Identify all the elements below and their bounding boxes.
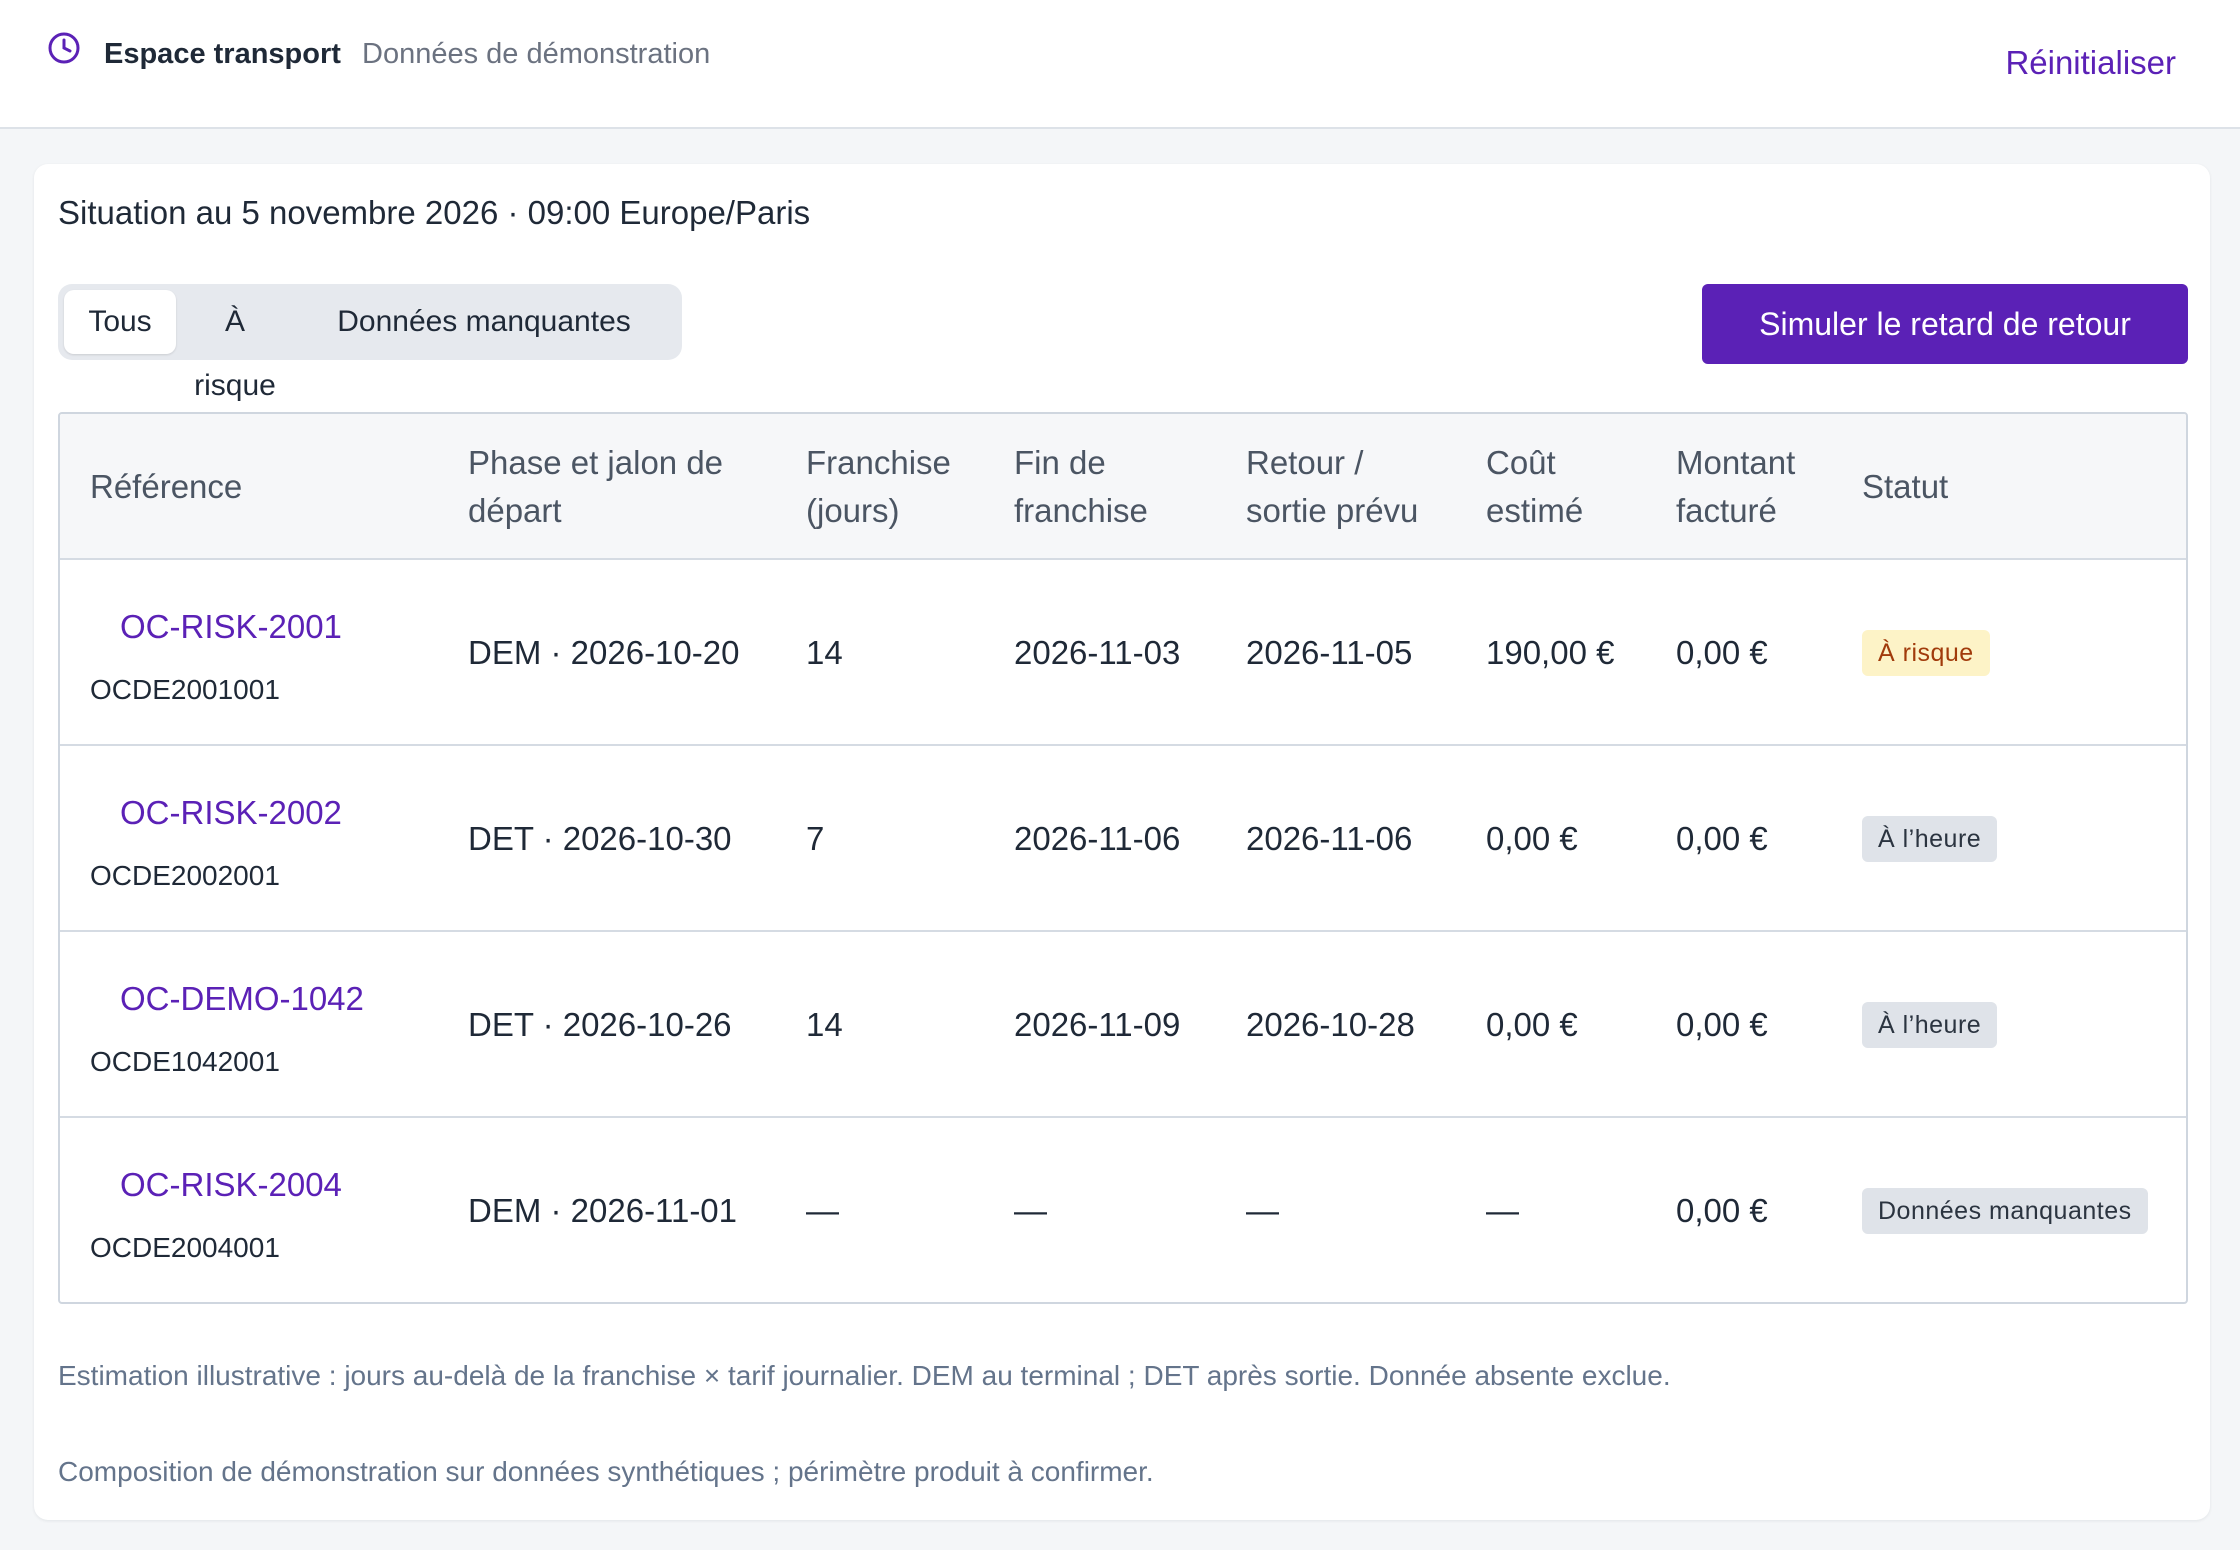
fin-franchise-cell: 2026-11-06	[1014, 820, 1181, 857]
reference-link[interactable]: OC-RISK-2004	[120, 1166, 342, 1203]
containers-table: Référence Phase et jalon de départ Franch…	[58, 412, 2188, 1304]
franchise-cell: 14	[806, 634, 843, 671]
top-bar: Espace transport Données de démonstratio…	[0, 0, 2240, 129]
main-card: Situation au 5 novembre 2026 · 09:00 Eur…	[34, 164, 2210, 1520]
phase-cell: DEM · 2026-10-20	[468, 634, 740, 671]
fin-franchise-cell: 2026-11-09	[1014, 1006, 1181, 1043]
phase-cell: DET · 2026-10-26	[468, 1006, 732, 1043]
reset-link[interactable]: Réinitialiser	[2005, 44, 2176, 81]
montant-cell: 0,00 €	[1676, 1006, 1768, 1043]
cout-cell: 0,00 €	[1486, 1006, 1578, 1043]
reference-link[interactable]: OC-DEMO-1042	[120, 980, 364, 1017]
table-row: OC-RISK-2002 OCDE2002001 DET · 2026-10-3…	[60, 746, 2186, 932]
cout-cell: 0,00 €	[1486, 820, 1578, 857]
tab-tous[interactable]: Tous	[64, 290, 176, 354]
retour-cell: 2026-11-06	[1246, 820, 1413, 857]
montant-cell: 0,00 €	[1676, 634, 1768, 671]
table-row: OC-RISK-2001 OCDE2001001 DEM · 2026-10-2…	[60, 560, 2186, 746]
cout-cell: 190,00 €	[1486, 634, 1615, 671]
retour-cell: 2026-10-28	[1246, 1006, 1415, 1043]
status-cell: À l’heure	[1862, 746, 1998, 932]
status-badge: Données manquantes	[1862, 1188, 2148, 1234]
clock-icon	[48, 32, 80, 64]
retour-cell: —	[1246, 1192, 1279, 1229]
column-header: Phase et jalon de départ	[468, 444, 724, 529]
tab-a-risque[interactable]: À risque	[194, 305, 276, 402]
fin-franchise-cell: —	[1014, 1192, 1047, 1229]
container-code: OCDE2002001	[90, 860, 280, 891]
column-header: Coût estimé	[1486, 444, 1584, 529]
table-row: OC-RISK-2004 OCDE2004001 DEM · 2026-11-0…	[60, 1118, 2186, 1302]
fin-franchise-cell: 2026-11-03	[1014, 634, 1181, 671]
status-badge: À risque	[1862, 630, 1990, 676]
column-header: Fin de franchise	[1014, 444, 1148, 529]
container-code: OCDE2001001	[90, 674, 280, 705]
table-row: OC-DEMO-1042 OCDE1042001 DET · 2026-10-2…	[60, 932, 2186, 1118]
brand-subtitle: Données de démonstration	[362, 38, 711, 70]
demo-disclaimer: Composition de démonstration sur données…	[58, 1456, 1154, 1487]
reference-link[interactable]: OC-RISK-2001	[120, 608, 342, 645]
status-cell: À risque	[1862, 560, 1990, 746]
franchise-cell: 7	[806, 820, 825, 857]
status-cell: Données manquantes	[1862, 1118, 2148, 1302]
tab-donnees-manquantes[interactable]: Données manquantes	[337, 305, 631, 338]
franchise-cell: 14	[806, 1006, 843, 1043]
phase-cell: DEM · 2026-11-01	[468, 1192, 738, 1229]
franchise-cell: —	[806, 1192, 839, 1229]
column-header: Retour / sortie prévu	[1246, 444, 1419, 529]
filter-tabs: Tous À risque Données manquantes	[58, 284, 682, 402]
container-code: OCDE1042001	[90, 1046, 280, 1077]
status-badge: À l’heure	[1862, 1002, 1998, 1048]
status-badge: À l’heure	[1862, 816, 1998, 862]
column-header: Référence	[90, 468, 243, 505]
situation-text: Situation au 5 novembre 2026 · 09:00 Eur…	[58, 194, 811, 231]
table-header: Référence Phase et jalon de départ Franch…	[60, 414, 2186, 560]
column-header: Franchise (jours)	[806, 444, 951, 529]
simulate-delay-button[interactable]: Simuler le retard de retour	[1702, 284, 2188, 364]
reference-link[interactable]: OC-RISK-2002	[120, 794, 342, 831]
status-cell: À l’heure	[1862, 932, 1998, 1118]
montant-cell: 0,00 €	[1676, 820, 1768, 857]
column-header: Statut	[1862, 468, 1949, 505]
column-header: Montant facturé	[1676, 444, 1796, 529]
phase-cell: DET · 2026-10-30	[468, 820, 732, 857]
retour-cell: 2026-11-05	[1246, 634, 1413, 671]
brand-name: Espace transport	[104, 38, 341, 70]
container-code: OCDE2004001	[90, 1232, 280, 1263]
montant-cell: 0,00 €	[1676, 1192, 1768, 1229]
cout-cell: —	[1486, 1192, 1519, 1229]
estimation-note: Estimation illustrative : jours au-delà …	[58, 1360, 1671, 1391]
